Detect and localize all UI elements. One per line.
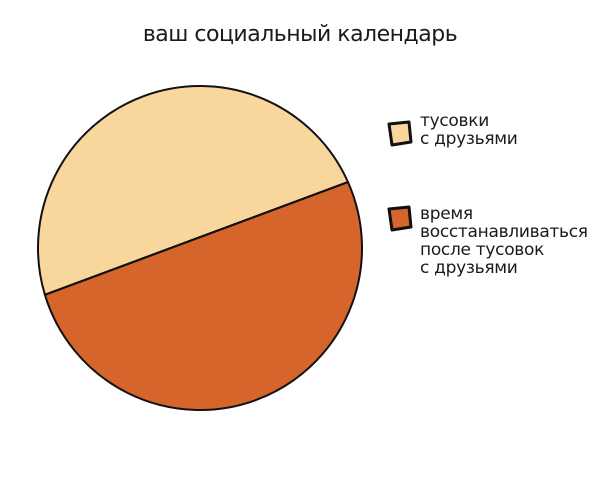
pie-slice-1: [43, 181, 363, 411]
chart-title: ваш социальный календарь: [142, 22, 458, 47]
legend-label-friends: тусовки с друзьями: [420, 111, 518, 149]
pie-slice-0: [37, 85, 349, 296]
legend-label-recovery: время восстанавливаться после тусовок с …: [420, 204, 588, 278]
legend-swatch-1: [387, 205, 413, 232]
slice-divider: [44, 181, 349, 296]
legend-swatch-0: [387, 120, 413, 147]
